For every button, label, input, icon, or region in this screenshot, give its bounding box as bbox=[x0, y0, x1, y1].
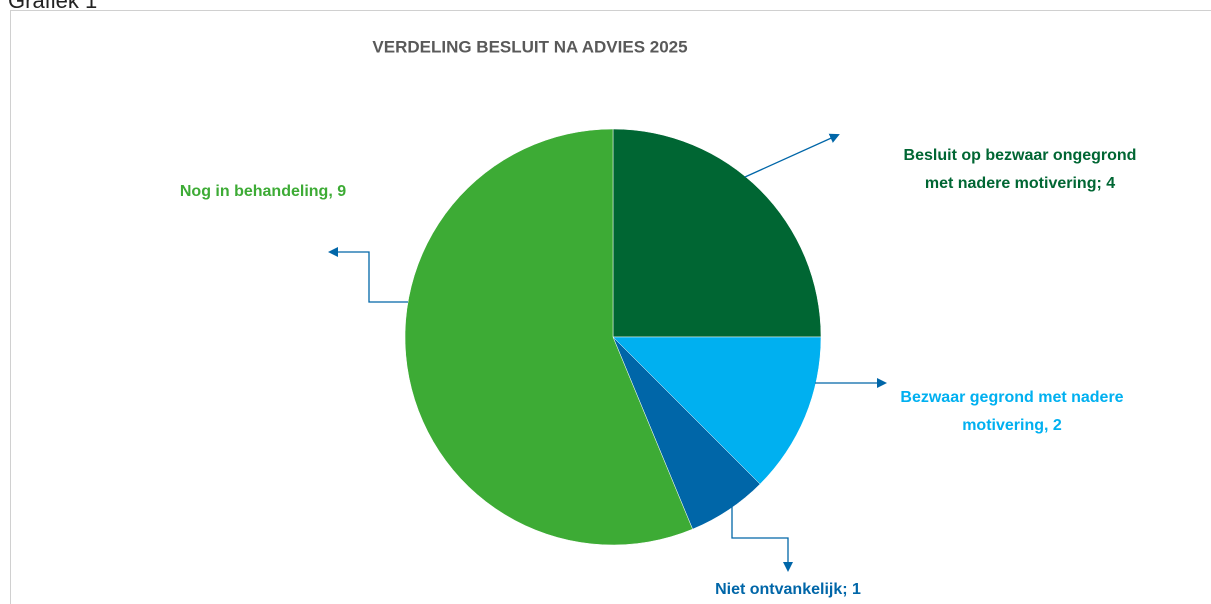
leader-lines bbox=[328, 133, 887, 572]
leader-line bbox=[744, 133, 840, 178]
data-label: Niet ontvankelijk; 1 bbox=[715, 581, 861, 598]
slices bbox=[404, 128, 822, 546]
pie-slice bbox=[612, 336, 822, 485]
pie-slice bbox=[612, 128, 822, 338]
leader-line bbox=[328, 247, 408, 303]
data-label: Bezwaar gegrond met nadere motivering, 2 bbox=[900, 389, 1124, 434]
chart-frame bbox=[10, 10, 1211, 604]
data-label: Nog in behandeling, 9 bbox=[179, 183, 347, 200]
chart-title: VERDELING BESLUIT NA ADVIES 2025 bbox=[372, 37, 687, 56]
data-label: Besluit op bezwaar ongegrond met nadere … bbox=[903, 147, 1137, 192]
leader-line bbox=[731, 505, 793, 572]
caption: Grafiek 1 bbox=[8, 0, 98, 13]
pie-slice bbox=[404, 128, 693, 546]
